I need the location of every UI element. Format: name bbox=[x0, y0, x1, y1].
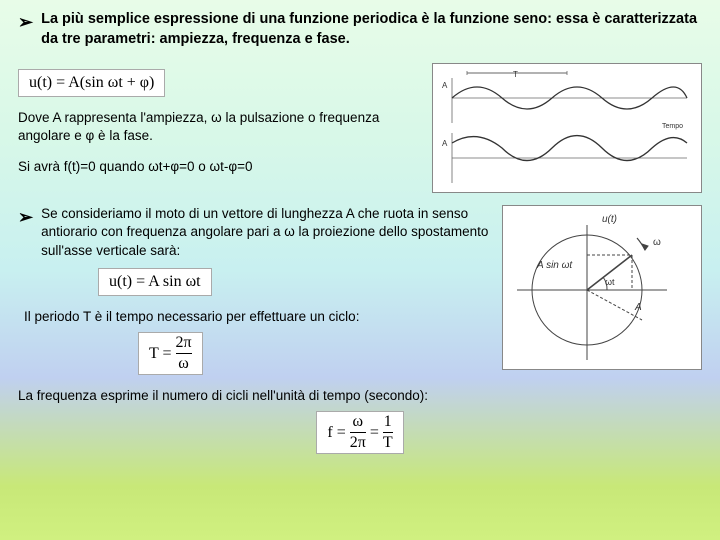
circle-label-ut: u(t) bbox=[602, 214, 617, 225]
para4-text: Se consideriamo il moto di un vettore di… bbox=[41, 205, 492, 260]
formula-3: T = 2π ω bbox=[138, 332, 203, 375]
para5-text: Il periodo T è il tempo necessario per e… bbox=[18, 308, 492, 326]
sine-label-A: A bbox=[442, 81, 448, 90]
phasor-circle-diagram: A sin ωt ωt A ω u(t) bbox=[502, 205, 702, 370]
bullet-arrow-icon-2: ➢ bbox=[18, 207, 33, 228]
formula4-den2: T bbox=[383, 435, 393, 451]
formula3-den: ω bbox=[178, 356, 189, 372]
formula4-eq: = bbox=[370, 424, 379, 442]
formula-4: f = ω 2π = 1 T bbox=[316, 411, 403, 454]
formula3-num: 2π bbox=[176, 335, 192, 351]
formula4-den1: 2π bbox=[350, 435, 366, 451]
circle-label-A: A bbox=[634, 302, 642, 313]
formula-2: u(t) = A sin ωt bbox=[98, 268, 212, 296]
formula4-num2: 1 bbox=[384, 414, 392, 430]
circle-label-w: ω bbox=[653, 237, 661, 248]
sine-label-T: T bbox=[513, 70, 518, 79]
para1-text: La più semplice espressione di una funzi… bbox=[41, 10, 702, 49]
sine-label-time: Tempo bbox=[662, 123, 683, 130]
bullet-para-1: ➢ La più semplice espressione di una fun… bbox=[18, 10, 702, 49]
bullet-para-4: ➢ Se consideriamo il moto di un vettore … bbox=[18, 205, 492, 260]
sine-label-A2: A bbox=[442, 139, 448, 148]
formula4-num1: ω bbox=[353, 414, 364, 430]
formula4-lhs: f = bbox=[327, 424, 345, 442]
circle-label-wt: ωt bbox=[605, 277, 615, 287]
bullet-arrow-icon: ➢ bbox=[18, 12, 33, 33]
sine-wave-diagram: T A A Tempo bbox=[432, 63, 702, 193]
para3-text: Si avrà f(t)=0 quando ωt+φ=0 o ωt-φ=0 bbox=[18, 158, 422, 176]
para6-text: La frequenza esprime il numero di cicli … bbox=[18, 387, 702, 405]
para2-text: Dove A rappresenta l'ampiezza, ω la puls… bbox=[18, 109, 422, 145]
formula3-lhs: T = bbox=[149, 345, 172, 363]
formula-1: u(t) = A(sin ωt + φ) bbox=[18, 69, 165, 97]
circle-label-sin: A sin ωt bbox=[536, 260, 573, 271]
